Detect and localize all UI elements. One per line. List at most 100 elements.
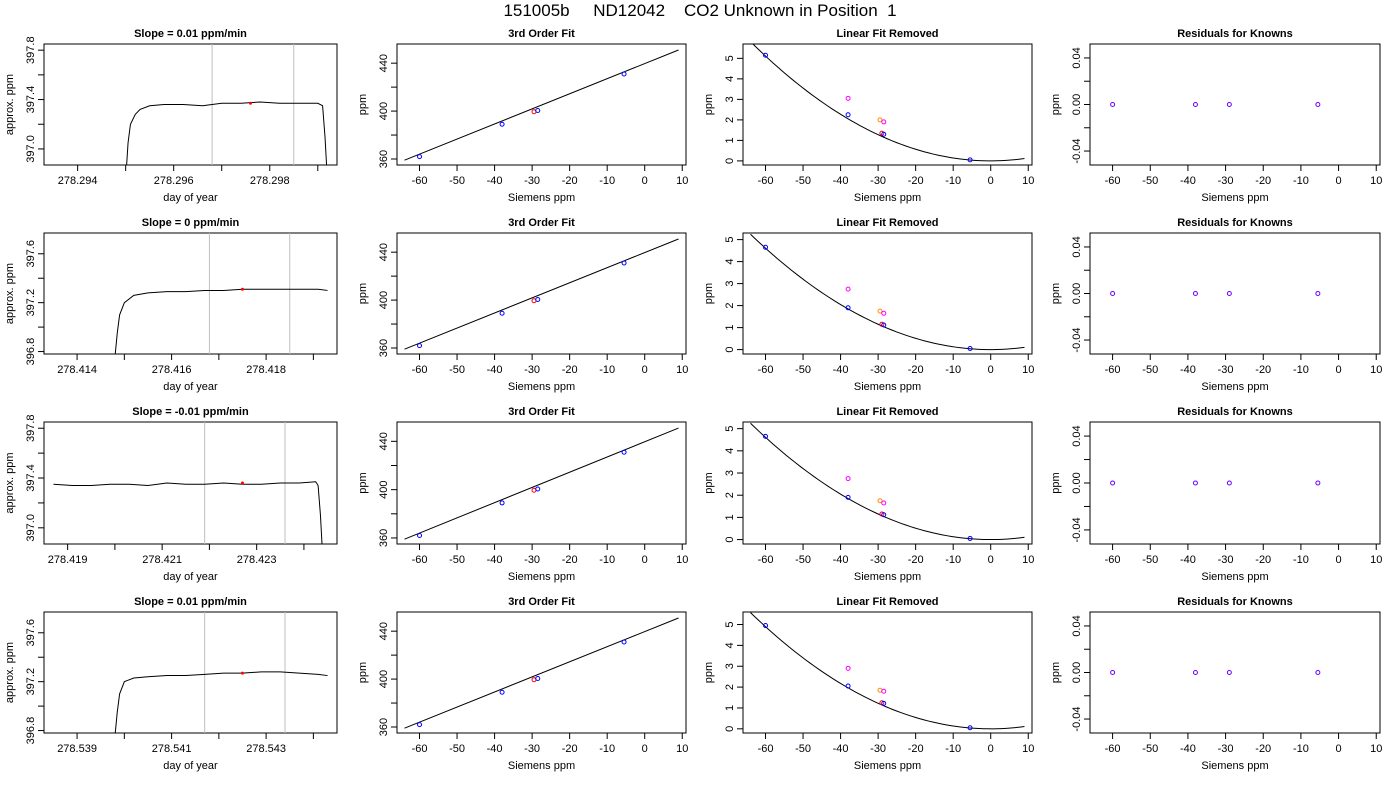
panel-title: Residuals for Knowns [1177, 217, 1293, 229]
plot-data [126, 44, 328, 165]
y-axis-label: ppm [357, 283, 369, 304]
y-tick-label: -0.04 [1071, 517, 1083, 542]
data-point [1110, 670, 1116, 675]
y-axis-label: ppm [703, 94, 715, 115]
x-tick-label: -60 [412, 743, 428, 755]
x-tick-label: -10 [599, 743, 615, 755]
y-tick-label: 1 [724, 137, 736, 143]
x-tick-label: 0 [642, 175, 648, 187]
data-point [845, 494, 851, 500]
x-tick-label: -60 [758, 364, 774, 376]
fit-line [404, 427, 679, 540]
x-tick-label: 278.423 [237, 554, 277, 566]
data-point [499, 310, 505, 316]
x-tick-label: -30 [524, 743, 540, 755]
x-tick-label: -10 [945, 364, 961, 376]
y-tick-label: 2 [724, 492, 736, 498]
plot-data [404, 238, 679, 350]
data-point [967, 535, 973, 541]
y-tick-label: 0.04 [1071, 615, 1083, 636]
average-marker [240, 287, 244, 291]
y-tick-label: 4 [724, 259, 736, 265]
x-tick-label: -50 [1142, 175, 1158, 187]
x-tick-label: -10 [945, 743, 961, 755]
data-point [1226, 102, 1232, 107]
y-axis-label: ppm [1050, 94, 1062, 115]
average-marker [240, 671, 244, 675]
chart-panel-residuals-3: Residuals for Knowns -60 -50 -40 -30 -20 -10 0 1… [1050, 406, 1382, 583]
y-tick-label: 440 [378, 622, 390, 640]
data-point [1226, 670, 1232, 675]
average-marker [240, 481, 244, 485]
x-tick-label: -40 [487, 175, 503, 187]
x-tick-label: -40 [487, 364, 503, 376]
x-tick-label: -40 [833, 743, 849, 755]
x-tick-label: 0 [1336, 175, 1342, 187]
data-point [845, 95, 851, 101]
y-tick-label: 0 [724, 537, 736, 543]
x-tick-label: -60 [1105, 743, 1121, 755]
x-tick-label: -30 [1218, 175, 1234, 187]
data-point [845, 286, 851, 292]
chart-panel-time-trace-2: Slope = 0 ppm/min 278.414 278.416 278.418 39… [4, 217, 338, 393]
x-tick-label: 10 [1370, 743, 1382, 755]
x-tick-label: -10 [1293, 175, 1309, 187]
y-tick-label: 397.6 [25, 240, 37, 268]
x-tick-label: -30 [870, 743, 886, 755]
x-tick-label: -10 [945, 554, 961, 566]
y-tick-label: 3 [724, 663, 736, 669]
x-tick-label: -20 [1255, 175, 1271, 187]
chart-panel-residuals-1: Residuals for Knowns -60 -50 -40 -30 -20 -10 0 1… [1050, 28, 1382, 204]
y-tick-label: 397.8 [25, 414, 37, 442]
plot-data [404, 617, 679, 729]
y-tick-label: 2 [724, 684, 736, 690]
data-point [621, 71, 627, 77]
plot-data [752, 44, 1025, 163]
y-axis-label: ppm [357, 662, 369, 683]
y-axis-label: approx. ppm [4, 263, 16, 324]
panel-title: Linear Fit Removed [836, 596, 938, 608]
y-tick-label: 396.8 [25, 717, 37, 745]
x-tick-label: -50 [795, 364, 811, 376]
y-tick-label: -0.04 [1071, 327, 1083, 352]
plot-frame [1089, 43, 1381, 166]
data-point [1315, 102, 1321, 107]
y-axis-label: ppm [703, 662, 715, 683]
x-tick-label: -50 [449, 743, 465, 755]
y-tick-label: 397.0 [25, 135, 37, 163]
data-point [1110, 291, 1116, 296]
x-tick-label: 278.543 [246, 743, 286, 755]
plot-frame [43, 43, 338, 166]
y-axis-label: approx. ppm [4, 74, 16, 135]
y-tick-label: 360 [378, 718, 390, 736]
x-tick-label: -30 [524, 175, 540, 187]
chart-panel-time-trace-1: Slope = 0.01 ppm/min 278.294 278.296 278.29… [4, 28, 338, 204]
x-tick-label: 278.416 [152, 364, 192, 376]
trace-line [114, 671, 328, 733]
x-tick-label: -60 [758, 554, 774, 566]
y-tick-label: 5 [724, 237, 736, 243]
x-tick-label: -40 [833, 364, 849, 376]
x-axis-label: Siemens ppm [854, 760, 921, 772]
data-point [621, 639, 627, 645]
x-tick-label: 278.539 [57, 743, 97, 755]
x-tick-label: 0 [988, 175, 994, 187]
x-tick-label: -60 [412, 364, 428, 376]
y-tick-label: 397.4 [25, 86, 37, 114]
x-tick-label: -20 [1255, 554, 1271, 566]
x-tick-label: 0 [1336, 743, 1342, 755]
y-tick-label: 400 [378, 102, 390, 120]
x-tick-label: -40 [833, 554, 849, 566]
y-axis-label: ppm [1050, 283, 1062, 304]
plot-frame [742, 232, 1033, 355]
chart-panel-linear-removed-4: Linear Fit Removed -60 -50 -40 -30 -20 -10 0 10 0… [703, 596, 1034, 772]
x-tick-label: 0 [1336, 554, 1342, 566]
y-tick-label: 5 [724, 426, 736, 432]
plot-frame [396, 43, 687, 166]
x-tick-label: -50 [1142, 554, 1158, 566]
y-tick-label: 0.04 [1071, 47, 1083, 68]
x-axis-label: Siemens ppm [508, 571, 575, 583]
data-point [877, 117, 883, 123]
y-tick-label: 5 [724, 55, 736, 61]
plot-data [114, 612, 328, 733]
